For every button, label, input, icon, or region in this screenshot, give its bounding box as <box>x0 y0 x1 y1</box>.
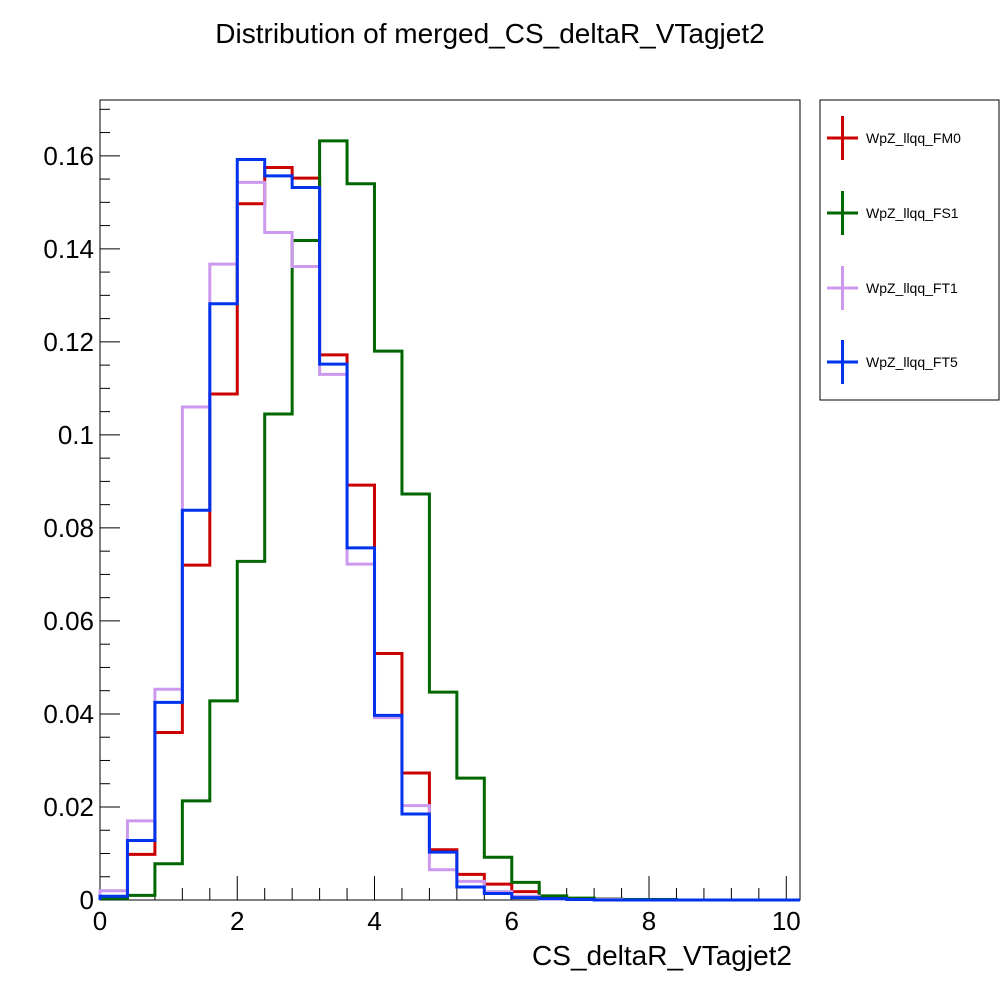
x-axis: 0 2 4 6 8 10 <box>93 876 801 936</box>
y-tick-label: 0 <box>80 885 94 915</box>
y-tick-label: 0.16 <box>43 141 94 171</box>
y-axis: 0 0.02 0.04 0.06 0.08 0.1 0.12 0.14 0.16 <box>43 108 120 915</box>
x-tick-label: 10 <box>772 906 801 936</box>
legend-label: WpZ_llqq_FT1 <box>866 280 958 296</box>
legend-item: WpZ_llqq_FM0 <box>827 116 961 160</box>
plot-series <box>98 139 800 902</box>
y-tick-label: 0.08 <box>43 513 94 543</box>
legend-item: WpZ_llqq_FT5 <box>827 340 958 384</box>
legend-item: WpZ_llqq_FS1 <box>827 191 959 235</box>
legend-label: WpZ_llqq_FT5 <box>866 354 958 370</box>
y-tick-label: 0.06 <box>43 606 94 636</box>
y-tick-label: 0.12 <box>43 327 94 357</box>
x-tick-label: 8 <box>642 906 656 936</box>
series-line-WpZ_llqq_FT5 <box>98 158 800 902</box>
x-tick-label: 2 <box>230 906 244 936</box>
y-tick-label: 0.04 <box>43 699 94 729</box>
chart-title: Distribution of merged_CS_deltaR_VTagjet… <box>215 18 764 49</box>
x-tick-label: 0 <box>93 906 107 936</box>
legend-label: WpZ_llqq_FS1 <box>866 205 959 221</box>
legend-label: WpZ_llqq_FM0 <box>866 130 961 146</box>
x-axis-label: CS_deltaR_VTagjet2 <box>532 940 792 971</box>
plot-frame <box>99 99 801 901</box>
x-tick-label: 6 <box>505 906 519 936</box>
legend-item: WpZ_llqq_FT1 <box>827 266 958 310</box>
legend: WpZ_llqq_FM0 WpZ_llqq_FS1 WpZ_llqq_FT1 WpZ_… <box>819 99 1000 401</box>
y-tick-label: 0.02 <box>43 792 94 822</box>
legend-box <box>819 99 1000 401</box>
y-tick-label: 0.1 <box>58 420 94 450</box>
y-tick-label: 0.14 <box>43 234 94 264</box>
x-tick-label: 4 <box>367 906 381 936</box>
